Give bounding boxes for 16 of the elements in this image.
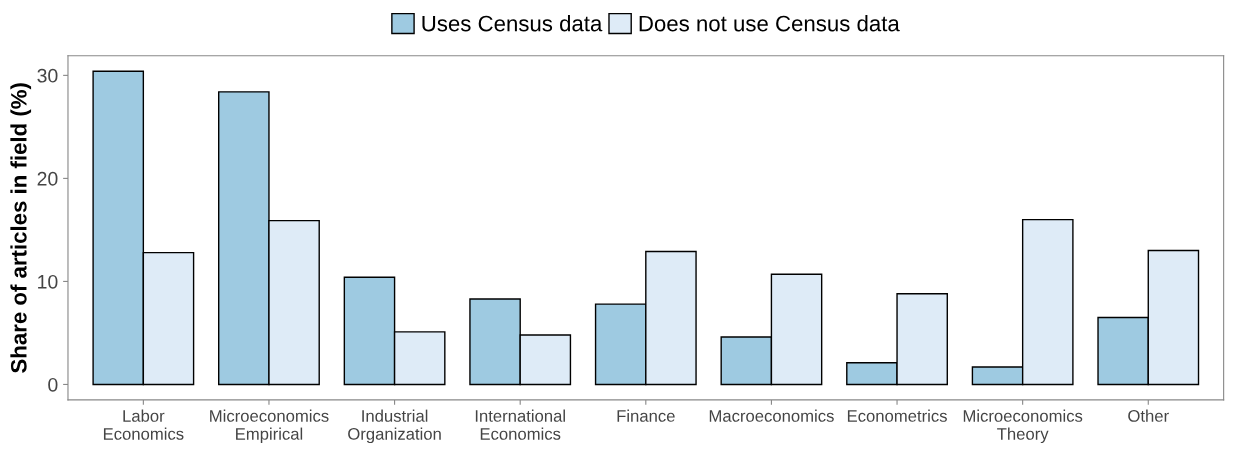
- y-tick-label: 30: [37, 68, 58, 83]
- x-tick-label: Microeconomics Empirical: [210, 409, 329, 444]
- x-tick-label: Finance: [617, 409, 675, 422]
- y-axis-title: Share of articles in field (%): [10, 83, 32, 373]
- legend-label: Uses Census data: [422, 15, 603, 32]
- x-tick-label: Other: [1128, 409, 1169, 422]
- x-tick-label: Industrial Organization: [348, 409, 441, 444]
- x-tick-label: Econometrics: [847, 409, 947, 422]
- y-tick-label: 10: [38, 274, 58, 289]
- x-tick-label: Labor Economics: [103, 409, 184, 440]
- y-tick-label: 20: [37, 171, 58, 186]
- legend-label: Does not use Census data: [639, 15, 900, 32]
- x-tick-label: Macroeconomics: [709, 409, 834, 422]
- y-tick-label: 0: [48, 377, 58, 392]
- x-tick-label: International Economics: [475, 409, 565, 440]
- x-tick-label: Microeconomics Theory: [963, 409, 1083, 444]
